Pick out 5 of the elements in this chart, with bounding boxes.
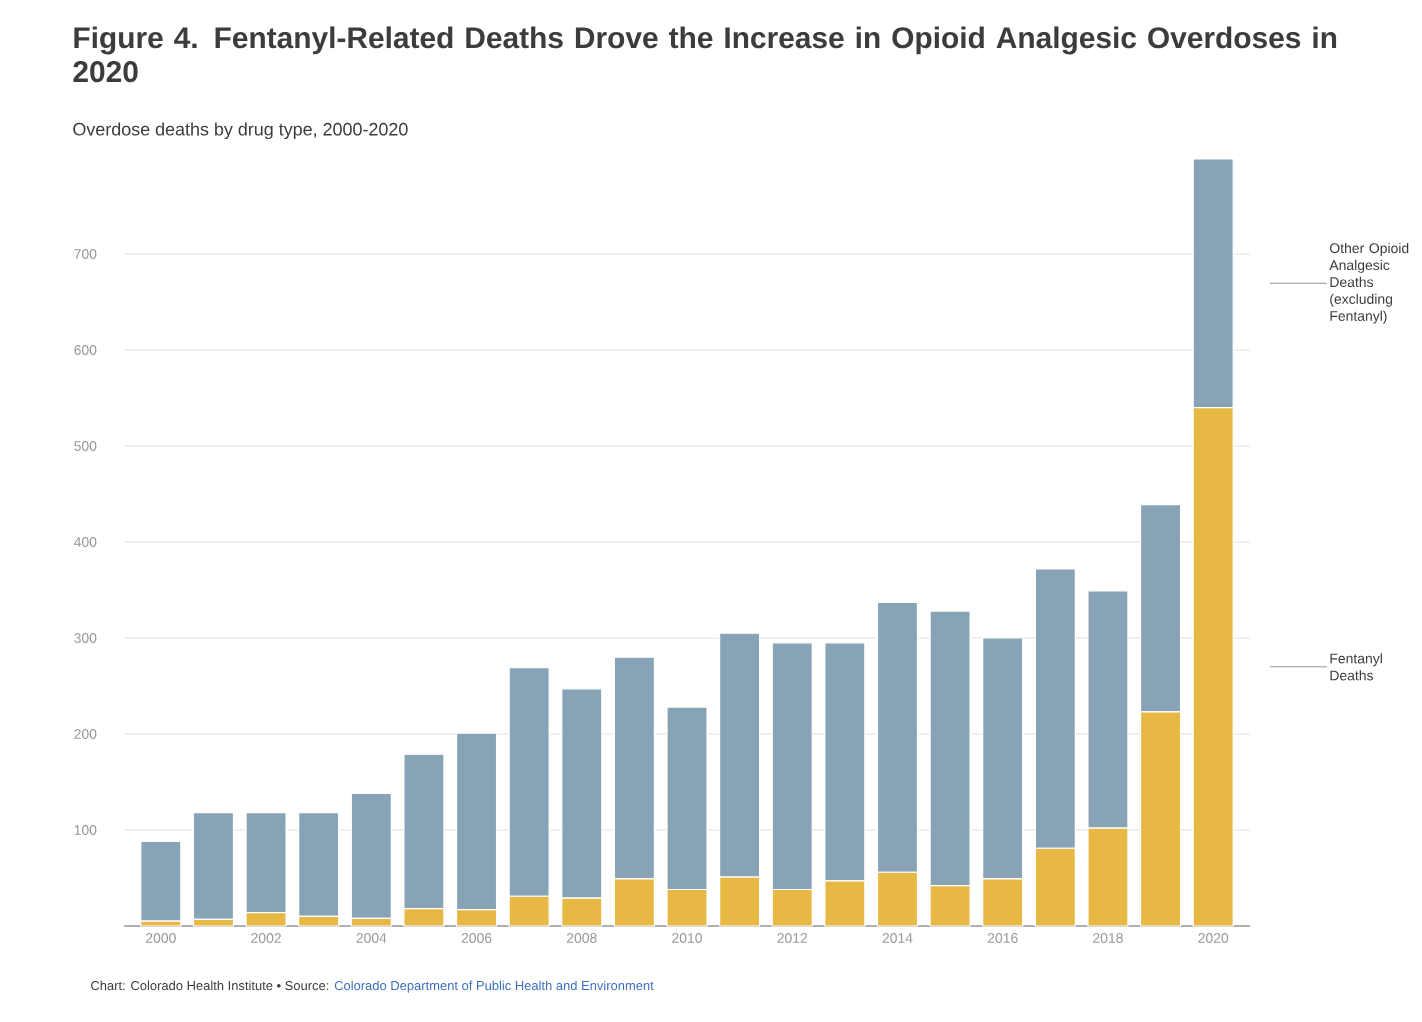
chart-subtitle: Overdose deaths by drug type, 2000-2020 bbox=[73, 122, 408, 140]
bar bbox=[350, 792, 392, 919]
chart-title: Figure 4. Fentanyl-Related Deaths Drove the Increase in Opioid Analgesic Overdoses in 2020 bbox=[73, 26, 1337, 83]
bar bbox=[140, 840, 182, 922]
bar bbox=[192, 812, 235, 920]
